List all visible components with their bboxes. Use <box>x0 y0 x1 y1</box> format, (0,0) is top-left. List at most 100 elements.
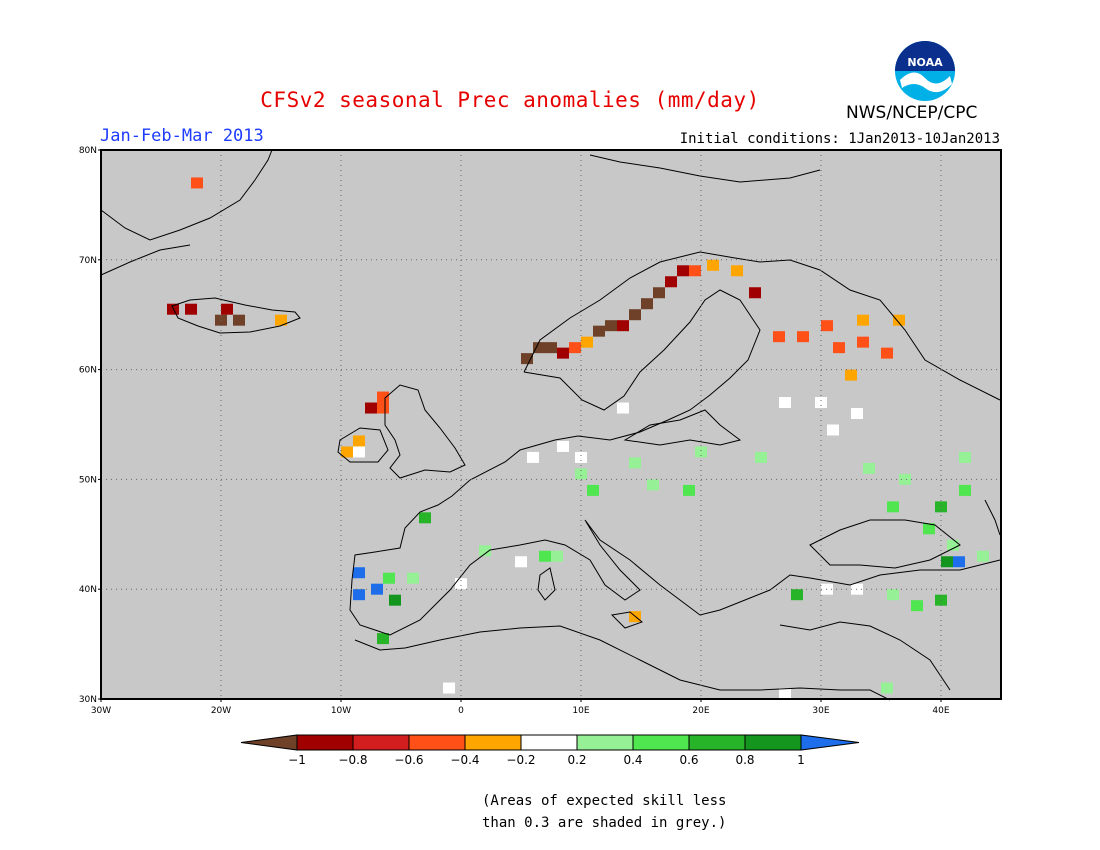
lat-tick-label: 30N <box>79 695 97 705</box>
anomaly-cell <box>833 342 845 354</box>
map-frame <box>100 149 1002 700</box>
colorbar-tick-label: −0.6 <box>394 753 423 767</box>
anomaly-cell <box>749 287 761 299</box>
noaa-logo-text: NOAA <box>907 56 943 69</box>
anomaly-cell <box>827 424 839 436</box>
anomaly-cell <box>443 682 455 694</box>
colorbar: −1 −0.8 −0.6 −0.4 −0.2 0.2 0.4 0.6 0.8 1 <box>240 734 860 767</box>
anomaly-cell <box>617 320 629 332</box>
colorbar-high-arrow <box>800 734 860 751</box>
anomaly-cell <box>653 287 665 299</box>
anomaly-cell <box>695 446 707 458</box>
anomaly-cell <box>881 682 893 694</box>
anomaly-cell <box>593 325 605 337</box>
noaa-logo: NOAA <box>895 41 955 101</box>
lat-tick-label: 60N <box>79 366 97 376</box>
anomaly-cell <box>821 320 833 332</box>
anomaly-cell <box>617 402 629 414</box>
anomaly-cell <box>773 331 785 343</box>
anomaly-cell <box>779 688 791 700</box>
anomaly-cell <box>377 402 389 414</box>
lat-tick-label: 50N <box>79 475 97 485</box>
anomaly-cell <box>641 298 653 310</box>
anomaly-cell <box>791 589 803 601</box>
chart-title: CFSv2 seasonal Prec anomalies (mm/day) <box>260 88 760 112</box>
anomaly-cell <box>935 501 947 513</box>
lat-tick-label: 80N <box>79 146 97 156</box>
anomaly-cell <box>629 309 641 321</box>
anomaly-cell <box>947 539 959 551</box>
anomaly-cell <box>899 473 911 485</box>
lon-tick-label: 0 <box>458 706 464 716</box>
anomaly-cell <box>479 545 491 557</box>
anomaly-cell <box>407 572 419 584</box>
anomaly-cell <box>845 369 857 381</box>
colorbar-tick-label: 0.8 <box>735 753 754 767</box>
agency-label: NWS/NCEP/CPC <box>846 103 978 123</box>
colorbar-tick-label: 0.6 <box>679 753 698 767</box>
anomaly-cell <box>581 336 593 348</box>
anomaly-cell <box>419 512 431 524</box>
anomaly-cell <box>341 446 353 458</box>
colorbar-tick-label: 0.4 <box>623 753 642 767</box>
anomaly-cell <box>959 484 971 496</box>
colorbar-tick-label: −1 <box>288 753 306 767</box>
lon-tick-label: 20E <box>692 706 709 716</box>
lon-tick-label: 10W <box>331 706 351 716</box>
anomaly-cell <box>521 353 533 365</box>
colorbar-low-arrow <box>240 734 298 751</box>
colorbar-segment <box>464 734 522 751</box>
colorbar-segment <box>520 734 578 751</box>
anomaly-cell <box>353 435 365 447</box>
colorbar-segment <box>632 734 690 751</box>
anomaly-cell <box>377 391 389 403</box>
anomaly-cell <box>539 550 551 562</box>
anomaly-cell <box>383 572 395 584</box>
skill-note: (Areas of expected skill less than 0.3 a… <box>482 790 726 834</box>
colorbar-tick-label: −0.4 <box>450 753 479 767</box>
anomaly-cell <box>647 479 659 491</box>
colorbar-tick-label: −0.8 <box>338 753 367 767</box>
colorbar-segment <box>296 734 354 751</box>
lat-tick-label: 70N <box>79 256 97 266</box>
anomaly-cell <box>533 342 545 354</box>
coastlines <box>100 149 1001 701</box>
anomaly-cell <box>911 600 923 612</box>
anomaly-cell <box>575 451 587 463</box>
anomaly-cell <box>893 314 905 326</box>
anomaly-cell <box>881 347 893 359</box>
anomaly-cell <box>977 550 989 562</box>
anomaly-cell <box>707 259 719 271</box>
lon-tick-label: 10E <box>572 706 589 716</box>
anomaly-cell <box>557 440 569 452</box>
colorbar-segment <box>576 734 634 751</box>
anomaly-cell <box>857 336 869 348</box>
anomaly-cell <box>233 314 245 326</box>
anomaly-cell <box>569 342 581 354</box>
colorbar-segment <box>408 734 466 751</box>
anomaly-cell <box>851 408 863 420</box>
skill-note-line-2: than 0.3 are shaded in grey.) <box>482 815 727 831</box>
anomaly-cell <box>353 446 365 458</box>
colorbar-tick-label: −0.2 <box>506 753 535 767</box>
anomaly-cell <box>683 484 695 496</box>
anomaly-cell <box>755 451 767 463</box>
anomaly-cell <box>887 589 899 601</box>
lon-tick-label: 30E <box>812 706 829 716</box>
anomaly-cell <box>167 303 179 315</box>
initial-conditions-label: Initial conditions: 1Jan2013-10Jan2013 <box>679 131 1000 147</box>
anomaly-cell <box>353 567 365 579</box>
colorbar-segment <box>352 734 410 751</box>
anomaly-cell <box>857 314 869 326</box>
anomaly-cell <box>515 556 527 568</box>
anomaly-cell <box>689 265 701 277</box>
colorbar-tick-label: 1 <box>797 753 805 767</box>
anomaly-cell <box>815 397 827 409</box>
anomaly-cell <box>185 303 197 315</box>
anomaly-cell <box>605 320 617 332</box>
anomaly-cells <box>167 177 989 700</box>
anomaly-cell <box>665 276 677 288</box>
anomaly-cell <box>797 331 809 343</box>
